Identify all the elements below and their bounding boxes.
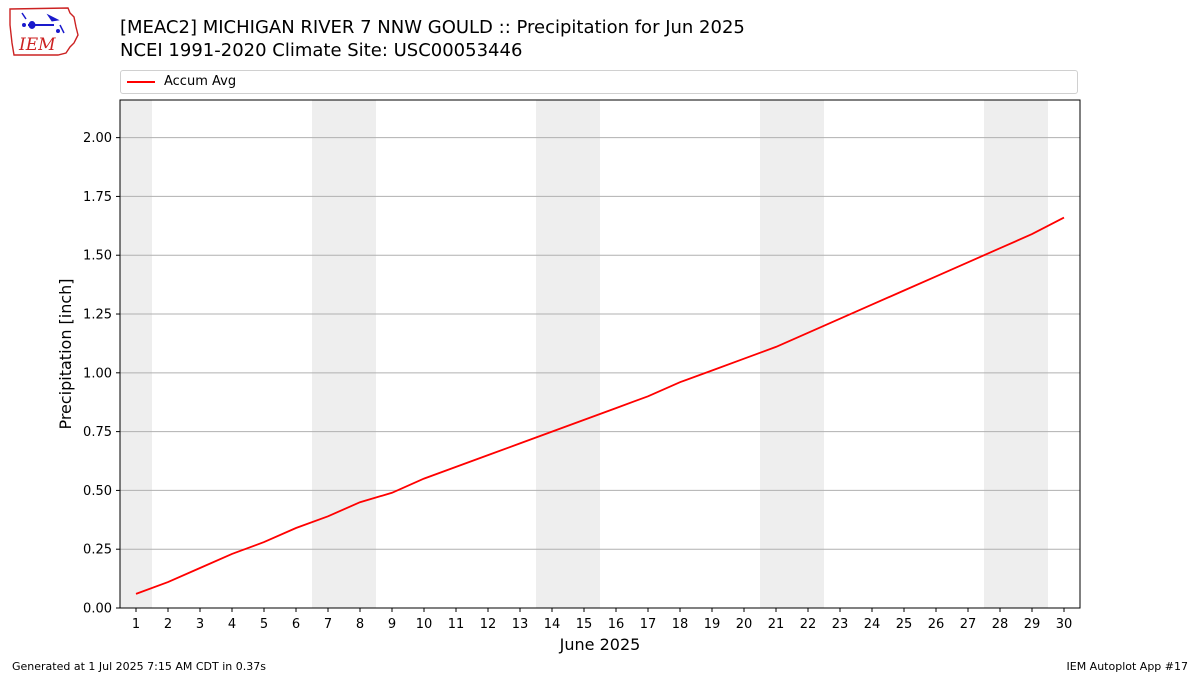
x-tick-label: 25 — [896, 617, 913, 632]
x-tick-label: 30 — [1056, 617, 1073, 632]
x-tick-label: 15 — [576, 617, 593, 632]
x-tick-label: 6 — [292, 617, 300, 632]
y-axis-label: Precipitation [inch] — [56, 278, 75, 429]
x-tick-label: 9 — [388, 617, 396, 632]
weekend-band — [312, 100, 376, 608]
y-tick-label: 0.00 — [83, 602, 112, 617]
x-tick-label: 11 — [448, 617, 465, 632]
y-tick-label: 1.50 — [83, 249, 112, 264]
x-tick-label: 23 — [832, 617, 849, 632]
y-tick-label: 0.50 — [83, 484, 112, 499]
chart-title: [MEAC2] MICHIGAN RIVER 7 NNW GOULD :: Pr… — [120, 17, 745, 38]
x-tick-label: 2 — [164, 617, 172, 632]
series-line-accum-avg — [135, 216, 1065, 595]
weekend-band — [536, 100, 600, 608]
x-tick-label: 19 — [704, 617, 721, 632]
x-tick-label: 18 — [672, 617, 689, 632]
weekend-band — [760, 100, 824, 608]
iowa-outline-icon — [9, 7, 79, 56]
x-tick-label: 14 — [544, 617, 561, 632]
x-tick-label: 20 — [736, 617, 753, 632]
x-tick-label: 28 — [992, 617, 1009, 632]
x-tick-label: 13 — [512, 617, 529, 632]
x-tick-label: 7 — [324, 617, 332, 632]
logo-text: IEM — [18, 35, 56, 55]
x-tick-label: 29 — [1024, 617, 1041, 632]
legend: Accum Avg — [120, 70, 1078, 94]
x-axis-label: June 2025 — [559, 635, 641, 654]
chart-subtitle: NCEI 1991-2020 Climate Site: USC00053446 — [120, 40, 523, 61]
x-tick-label: 4 — [228, 617, 236, 632]
y-tick-label: 1.75 — [83, 190, 112, 205]
x-tick-label: 26 — [928, 617, 945, 632]
x-tick-label: 21 — [768, 617, 785, 632]
x-tick-label: 24 — [864, 617, 881, 632]
y-tick-label: 1.25 — [83, 308, 112, 323]
legend-swatch — [127, 81, 155, 83]
y-tick-label: 0.75 — [83, 425, 112, 440]
y-tick-label: 2.00 — [83, 131, 112, 146]
y-tick-label: 0.25 — [83, 543, 112, 558]
x-tick-label: 22 — [800, 617, 817, 632]
x-tick-label: 27 — [960, 617, 977, 632]
weekend-band — [984, 100, 1048, 608]
weather-station-icon — [21, 12, 65, 34]
autoplot-app-label: IEM Autoplot App #17 — [1066, 660, 1189, 673]
iem-logo: IEM — [9, 7, 79, 56]
x-tick-label: 12 — [480, 617, 497, 632]
x-tick-label: 10 — [416, 617, 433, 632]
plot-frame — [119, 99, 1081, 609]
x-tick-label: 8 — [356, 617, 364, 632]
x-tick-label: 5 — [260, 617, 268, 632]
legend-label: Accum Avg — [164, 74, 237, 89]
generated-timestamp: Generated at 1 Jul 2025 7:15 AM CDT in 0… — [12, 660, 266, 673]
x-tick-label: 16 — [608, 617, 625, 632]
y-tick-label: 1.00 — [83, 366, 112, 381]
x-tick-label: 17 — [640, 617, 657, 632]
weekend-band — [120, 100, 152, 608]
x-tick-label: 1 — [132, 617, 140, 632]
x-tick-label: 3 — [196, 617, 204, 632]
